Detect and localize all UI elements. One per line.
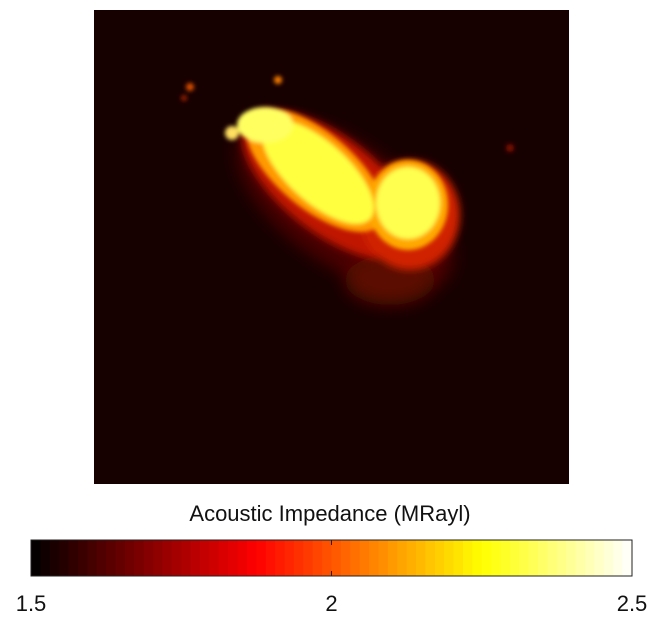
colorbar-segment xyxy=(359,540,370,576)
colorbar-segment xyxy=(153,540,164,576)
colorbar-segment xyxy=(284,540,295,576)
colorbar-tick-label: 1.5 xyxy=(16,591,47,616)
colorbar-segment xyxy=(181,540,192,576)
colorbar-segment xyxy=(425,540,436,576)
colorbar-segment xyxy=(143,540,154,576)
colorbar-segment xyxy=(416,540,427,576)
bright-region xyxy=(225,107,448,250)
colorbar-segment xyxy=(190,540,201,576)
colorbar-segment xyxy=(575,540,586,576)
colorbar-segment xyxy=(40,540,51,576)
colorbar-segment xyxy=(256,540,267,576)
colorbar-segment xyxy=(585,540,596,576)
colorbar-segment xyxy=(106,540,117,576)
colorbar-segment xyxy=(538,540,549,576)
colorbar-segment xyxy=(265,540,276,576)
colorbar-segment xyxy=(340,540,351,576)
colorbar-frame xyxy=(30,539,633,577)
colorbar-segment xyxy=(622,540,633,576)
image xyxy=(94,10,569,484)
colorbar-segment xyxy=(387,540,398,576)
colorbar-segment xyxy=(293,540,304,576)
colorbar-segment xyxy=(500,540,511,576)
colorbar-segment xyxy=(115,540,126,576)
colorbar-segment xyxy=(68,540,79,576)
colorbar-segment xyxy=(444,540,455,576)
colorbar-segment xyxy=(124,540,135,576)
colorbar-segment xyxy=(228,540,239,576)
colorbar-label: Acoustic Impedance (MRayl) xyxy=(189,501,470,526)
colorbar-segment xyxy=(96,540,107,576)
colorbar-segment xyxy=(303,540,314,576)
colorbar-segment xyxy=(275,540,286,576)
colorbar-segment xyxy=(378,540,389,576)
colorbar-segment xyxy=(566,540,577,576)
colorbar-segment xyxy=(171,540,182,576)
colorbar-segment xyxy=(369,540,380,576)
colorbar-segment xyxy=(312,540,323,576)
colorbar-segment xyxy=(77,540,88,576)
colorbar xyxy=(30,540,633,576)
colorbar-segment xyxy=(481,540,492,576)
colorbar-segment xyxy=(547,540,558,576)
colorbar-tick-label: 2.5 xyxy=(617,591,648,616)
colorbar-segment xyxy=(434,540,445,576)
colorbar-segment xyxy=(462,540,473,576)
colorbar-segment xyxy=(322,540,333,576)
colorbar-segment xyxy=(134,540,145,576)
colorbar-segment xyxy=(246,540,257,576)
colorbar-segment xyxy=(31,540,41,576)
colorbar-segment xyxy=(453,540,464,576)
colorbar-segment xyxy=(613,540,624,576)
colorbar-segment xyxy=(87,540,98,576)
colorbar-segment xyxy=(491,540,502,576)
colorbar-segment xyxy=(603,540,614,576)
colorbar-segment xyxy=(350,540,361,576)
speckles xyxy=(181,76,514,152)
colorbar-segment xyxy=(200,540,211,576)
colorbar-segment xyxy=(209,540,220,576)
colorbar-tick-label: 2 xyxy=(325,591,337,616)
colorbar-segment xyxy=(397,540,408,576)
colorbar-segment xyxy=(528,540,539,576)
colorbar-segment xyxy=(472,540,483,576)
colorbar-segment xyxy=(59,540,70,576)
colorbar-segment xyxy=(519,540,530,576)
colorbar-segment xyxy=(406,540,417,576)
colorbar-segment xyxy=(237,540,248,576)
colorbar-segment xyxy=(331,540,342,576)
colorbar-segment xyxy=(49,540,60,576)
colorbar-segment xyxy=(509,540,520,576)
colorbar-segment xyxy=(218,540,229,576)
colorbar-segment xyxy=(162,540,173,576)
colorbar-segment xyxy=(556,540,567,576)
colorbar-segment xyxy=(594,540,605,576)
